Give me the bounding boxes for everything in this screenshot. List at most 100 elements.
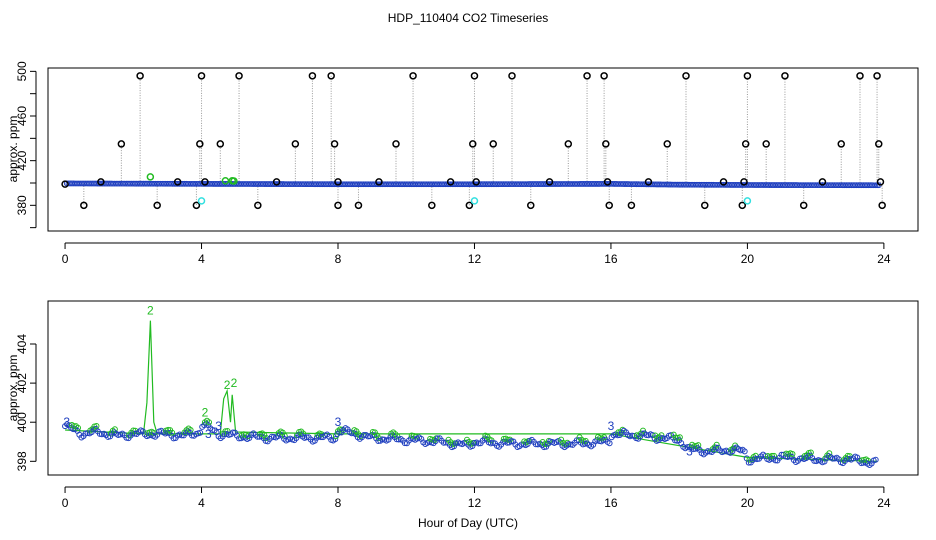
top-y-axis-label: approx. ppm — [6, 116, 20, 183]
bottom-x-tick-label: 16 — [604, 496, 618, 510]
bottom-blue-point — [332, 436, 339, 443]
top-black-point — [469, 140, 477, 148]
bottom-y-axis-label: approx. ppm — [6, 355, 20, 422]
bottom-blue-point — [197, 429, 204, 436]
bottom-blue-point — [741, 448, 748, 455]
bottom-x-tick-label: 24 — [877, 496, 891, 510]
top-black-point — [235, 72, 243, 80]
bottom-green-point — [676, 434, 683, 441]
bottom-point-label: 3 — [335, 415, 342, 429]
top-black-point — [876, 178, 885, 186]
bottom-green-point — [75, 424, 82, 431]
top-x-tick-label: 0 — [62, 252, 69, 266]
top-black-point — [354, 201, 363, 210]
top-black-point — [799, 201, 808, 210]
top-black-point — [719, 178, 728, 186]
top-black-point — [602, 140, 610, 148]
top-black-point — [470, 72, 479, 80]
top-black-point — [564, 140, 573, 148]
bottom-blue-point — [606, 440, 613, 447]
top-black-point — [428, 201, 436, 210]
bottom-blue-point — [393, 436, 400, 443]
top-black-point — [762, 140, 770, 148]
bottom-blue-point — [440, 439, 447, 446]
bottom-y-tick-label: 402 — [15, 373, 29, 393]
bottom-green-point — [150, 429, 157, 436]
top-y-tick-label: 460 — [15, 106, 29, 126]
top-black-point — [136, 72, 144, 80]
top-black-point — [472, 178, 480, 186]
bottom-point-label: 2 — [147, 304, 154, 318]
bottom-green-point — [169, 429, 176, 436]
top-black-point — [781, 72, 789, 80]
top-green-point — [221, 177, 230, 185]
bottom-blue-point — [401, 440, 408, 447]
top-black-point — [701, 201, 709, 210]
bottom-green-point — [357, 432, 364, 439]
bottom-blue-point — [532, 441, 539, 448]
top-black-point — [741, 140, 750, 148]
top-plot-area — [61, 72, 886, 210]
top-black-point — [603, 178, 612, 186]
top-black-point — [308, 72, 317, 80]
top-black-point — [644, 178, 653, 186]
top-black-point — [173, 178, 182, 186]
top-black-point — [818, 178, 827, 186]
top-black-point — [117, 140, 126, 148]
top-y-tick-label: 420 — [15, 150, 29, 170]
top-black-point — [196, 140, 204, 148]
top-black-point — [272, 178, 281, 186]
bottom-plot-frame — [47, 300, 919, 476]
top-cyan-point — [470, 197, 479, 205]
bottom-blue-point — [268, 433, 275, 440]
top-black-point — [327, 72, 335, 80]
bottom-point-label: 3 — [215, 419, 222, 433]
top-black-point — [740, 178, 748, 186]
bottom-y-tick-label: 404 — [15, 334, 29, 354]
bottom-blue-point — [379, 436, 386, 443]
top-black-point — [873, 72, 881, 80]
bottom-point-label: 3 — [608, 419, 615, 433]
bottom-green-point — [844, 452, 851, 459]
top-x-tick-label: 16 — [604, 252, 618, 266]
bottom-x-tick-label: 4 — [198, 496, 205, 510]
bottom-green-point — [564, 439, 571, 446]
bottom-green-point — [713, 441, 720, 448]
bottom-blue-point — [360, 431, 367, 438]
top-black-point — [663, 140, 671, 148]
top-black-point — [743, 72, 752, 80]
top-black-point — [334, 178, 342, 186]
bottom-blue-point — [811, 457, 818, 464]
top-black-point — [216, 140, 225, 148]
top-x-tick-label: 8 — [335, 252, 342, 266]
bottom-point-label: 3 — [205, 427, 212, 441]
bottom-green-line — [65, 320, 878, 462]
top-black-point — [61, 180, 69, 188]
top-y-tick-label: 500 — [15, 61, 29, 81]
top-x-tick-label: 20 — [741, 252, 755, 266]
top-black-point — [600, 72, 608, 80]
bottom-green-point — [263, 434, 270, 441]
top-black-point — [738, 201, 747, 210]
top-plot-frame — [47, 67, 919, 232]
top-blue-point — [872, 182, 879, 189]
bottom-point-label: 3 — [686, 444, 693, 458]
top-black-point — [254, 201, 262, 210]
bottom-x-tick-label: 8 — [335, 496, 342, 510]
top-black-point — [97, 178, 105, 186]
top-black-point — [201, 178, 209, 186]
top-x-tick-label: 4 — [198, 252, 205, 266]
bottom-green-point — [789, 450, 796, 457]
top-black-point — [605, 201, 613, 210]
figure-title: HDP_110404 CO2 Timeseries — [388, 11, 549, 25]
top-black-point — [583, 72, 591, 80]
top-black-point — [409, 72, 417, 80]
bottom-x-tick-label: 20 — [741, 496, 755, 510]
bottom-green-point — [165, 426, 172, 433]
top-black-point — [392, 140, 400, 148]
top-black-point — [330, 140, 339, 148]
